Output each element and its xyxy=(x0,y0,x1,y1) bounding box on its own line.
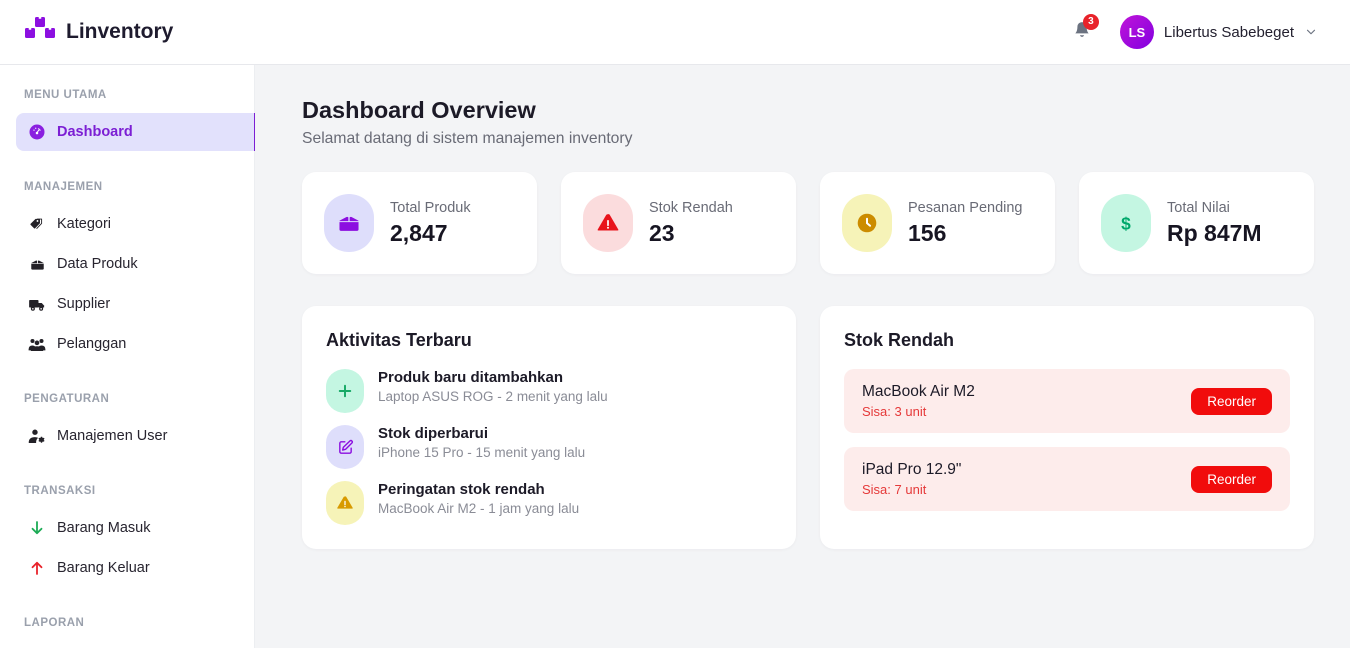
svg-text:$: $ xyxy=(1121,214,1131,234)
